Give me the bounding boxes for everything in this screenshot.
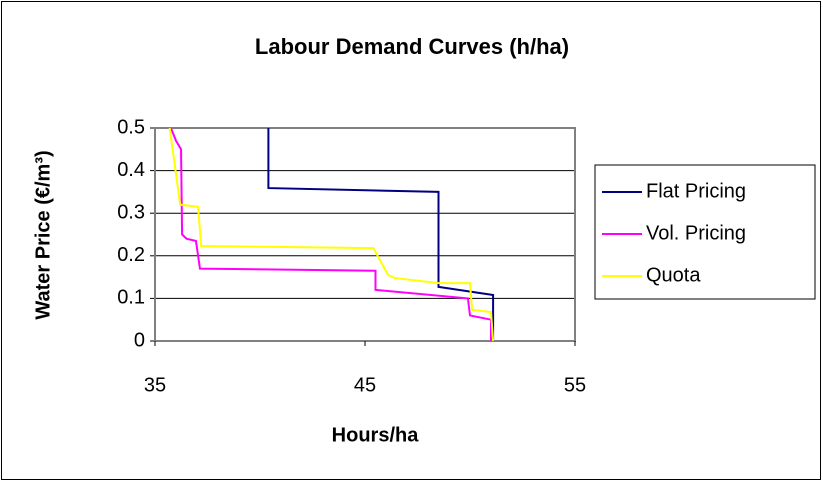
x-tick-label: 35 bbox=[144, 374, 166, 396]
series-line bbox=[267, 128, 495, 341]
x-tick-label: 55 bbox=[564, 374, 586, 396]
y-axis-label: Water Price (€/m³) bbox=[32, 150, 54, 319]
y-tick-label: 0.2 bbox=[117, 244, 145, 266]
legend-label: Quota bbox=[646, 264, 701, 286]
legend-label: Vol. Pricing bbox=[646, 222, 746, 244]
y-tick-label: 0.5 bbox=[117, 116, 145, 138]
y-tick-label: 0 bbox=[134, 329, 145, 351]
series-line bbox=[170, 127, 492, 341]
chart-title: Labour Demand Curves (h/ha) bbox=[255, 34, 569, 59]
x-tick-label: 45 bbox=[354, 374, 376, 396]
y-tick-label: 0.1 bbox=[117, 287, 145, 309]
y-tick-label: 0.3 bbox=[117, 201, 145, 223]
y-tick-label: 0.4 bbox=[117, 159, 145, 181]
x-axis-label: Hours/ha bbox=[332, 424, 420, 446]
series-line bbox=[168, 127, 495, 342]
legend-label: Flat Pricing bbox=[646, 180, 746, 202]
